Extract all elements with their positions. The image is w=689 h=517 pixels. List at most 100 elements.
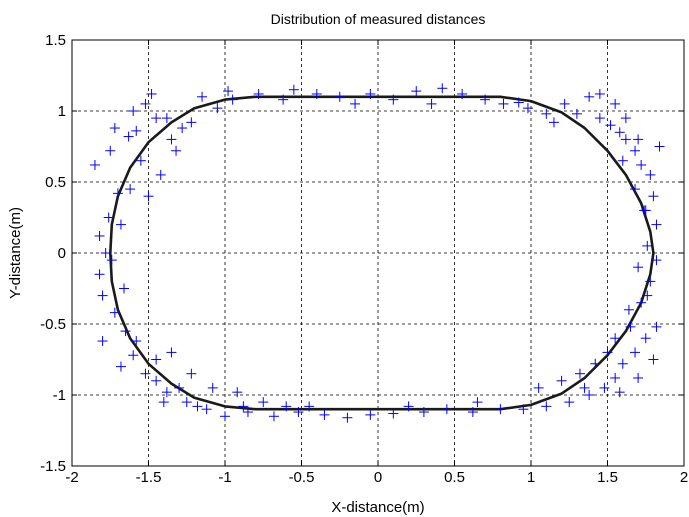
data-point — [151, 375, 162, 386]
measurement-points — [89, 83, 665, 423]
data-point — [630, 184, 641, 195]
data-point — [645, 169, 656, 180]
data-point — [97, 336, 108, 347]
data-point — [174, 382, 185, 393]
data-point — [617, 155, 628, 166]
x-tick-label: 0 — [374, 469, 382, 486]
y-tick-label: 0.5 — [45, 174, 66, 191]
data-point — [633, 372, 644, 383]
data-point — [238, 401, 249, 412]
data-point — [579, 382, 590, 393]
data-point — [590, 358, 601, 369]
data-point — [334, 91, 345, 102]
data-point — [636, 159, 647, 170]
y-tick-label: 0 — [58, 245, 66, 262]
data-point — [610, 98, 621, 109]
data-point — [192, 401, 203, 412]
data-point — [268, 411, 279, 422]
data-point — [645, 276, 656, 287]
data-point — [253, 88, 264, 99]
x-tick-label: 0.5 — [444, 469, 465, 486]
data-point — [639, 205, 650, 216]
data-point — [498, 98, 509, 109]
data-point — [559, 98, 570, 109]
data-point — [109, 123, 120, 134]
data-point — [146, 88, 157, 99]
x-tick-label: -2 — [65, 469, 78, 486]
data-point — [365, 88, 376, 99]
data-point — [418, 407, 429, 418]
data-point — [388, 94, 399, 105]
data-point — [115, 219, 126, 230]
data-point — [403, 401, 414, 412]
data-point — [223, 86, 234, 97]
data-point — [642, 290, 653, 301]
y-tick-label: -1 — [53, 387, 66, 404]
data-point — [548, 117, 559, 128]
data-point — [201, 404, 212, 415]
data-point — [388, 408, 399, 419]
chart-title: Distribution of measured distances — [271, 11, 486, 27]
data-point — [131, 336, 142, 347]
data-point — [518, 404, 529, 415]
data-point — [220, 411, 230, 422]
data-point — [131, 125, 142, 136]
data-point — [311, 88, 322, 99]
data-point — [207, 382, 218, 393]
data-point — [166, 347, 177, 358]
data-point — [620, 134, 631, 145]
x-tick-label: -1 — [218, 469, 231, 486]
data-point — [161, 113, 172, 124]
data-point — [94, 230, 105, 241]
data-point — [574, 368, 585, 379]
data-point — [605, 120, 616, 131]
data-point — [541, 401, 552, 412]
data-point — [125, 184, 136, 195]
data-point — [426, 98, 437, 109]
data-point — [155, 169, 166, 180]
data-point — [640, 333, 651, 344]
x-tick-label: 2 — [680, 469, 688, 486]
axis-ticks: -2 -1.5 -1 -0.5 0 0.5 1 1.5 2-1.5-1-0.500.511.5 — [40, 32, 688, 486]
data-point — [278, 94, 289, 105]
data-point — [411, 86, 422, 97]
data-point — [513, 97, 524, 108]
data-point — [304, 401, 315, 412]
data-point — [584, 91, 595, 102]
data-point — [623, 304, 634, 315]
data-point — [293, 407, 304, 418]
data-point — [614, 127, 625, 138]
data-point — [633, 262, 644, 273]
data-point — [140, 368, 151, 379]
data-point — [467, 407, 478, 418]
data-point — [630, 347, 641, 358]
data-point — [365, 409, 376, 420]
data-point — [197, 91, 208, 102]
data-point — [128, 350, 139, 361]
data-point — [594, 88, 605, 99]
data-point — [350, 98, 361, 109]
data-point — [594, 113, 605, 124]
data-point — [522, 103, 533, 114]
y-tick-label: 1.5 — [45, 32, 66, 49]
y-tick-label: 1 — [58, 103, 66, 120]
data-point — [620, 113, 631, 124]
data-point — [128, 106, 139, 116]
data-point — [158, 397, 169, 408]
data-point — [97, 290, 108, 301]
y-axis-label: Y-distance(m) — [7, 207, 24, 299]
data-point — [281, 401, 292, 412]
data-point — [457, 88, 468, 99]
data-point — [171, 145, 182, 156]
data-point — [232, 387, 243, 398]
data-point — [288, 84, 299, 95]
data-point — [571, 108, 582, 119]
data-point — [143, 191, 154, 202]
data-point — [119, 283, 130, 294]
trajectory-line — [109, 95, 655, 411]
data-point — [212, 103, 223, 114]
data-point — [651, 321, 662, 332]
data-point — [648, 354, 659, 365]
data-point — [109, 307, 120, 318]
